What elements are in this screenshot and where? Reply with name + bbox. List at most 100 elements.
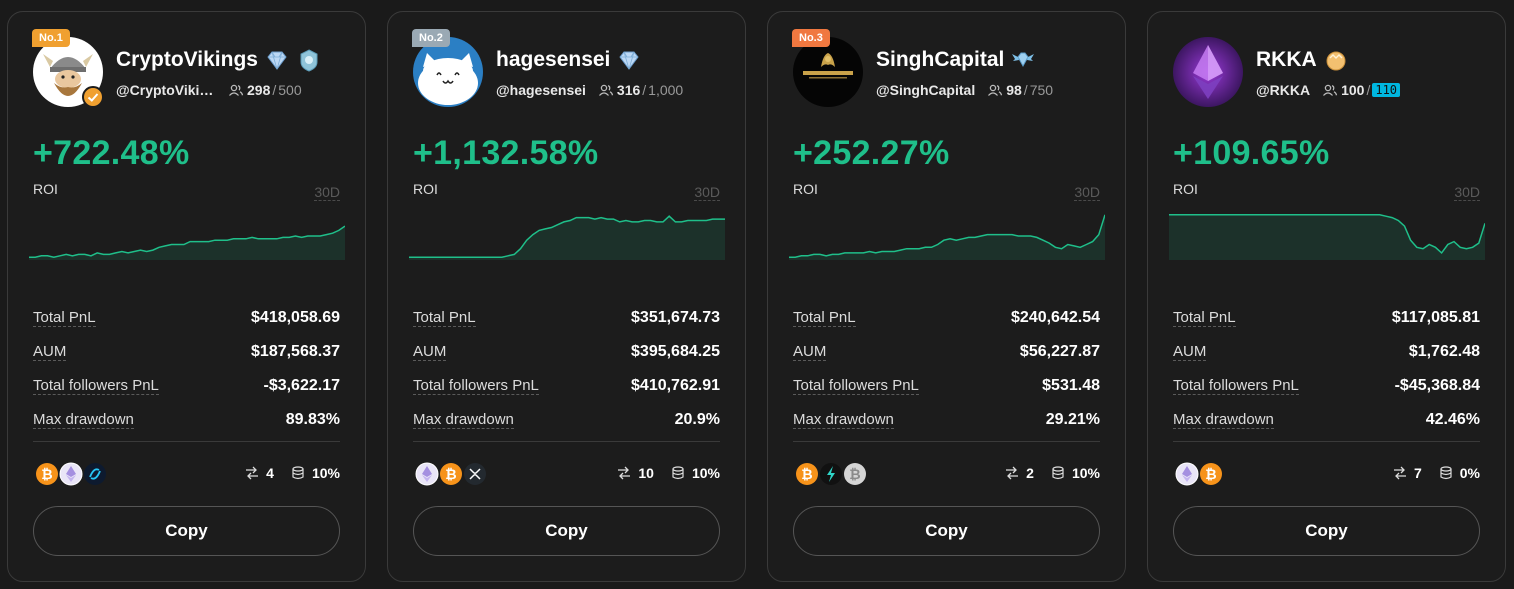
max-drawdown-value: 29.21% — [1045, 411, 1100, 428]
roi-label: ROI — [793, 181, 818, 197]
ethereum-icon — [1175, 462, 1199, 486]
verified-badge-icon — [82, 86, 104, 108]
avatar[interactable] — [413, 37, 483, 107]
bitcoin-icon: ₿ — [1199, 462, 1223, 486]
copy-trades-count: 7 — [1413, 465, 1422, 481]
svg-text:₿: ₿ — [1205, 467, 1216, 483]
diamond-tier-icon — [619, 51, 640, 70]
followers-pnl-value: -$3,622.17 — [263, 377, 340, 394]
copy-trades-count: 4 — [266, 465, 274, 481]
followers-icon — [229, 84, 244, 96]
lightning-token-icon — [819, 462, 843, 486]
trader-card[interactable]: No.2 hagesensei @hagesensei 316 / 1,000 … — [387, 11, 746, 582]
max-drawdown-value: 89.83% — [285, 411, 340, 428]
trader-name[interactable]: hagesensei — [496, 48, 611, 71]
copy-button[interactable]: Copy — [33, 506, 340, 556]
avatar[interactable] — [1173, 37, 1243, 107]
period-selector[interactable]: 30D — [1074, 184, 1100, 201]
max-drawdown-value: 20.9% — [674, 411, 720, 428]
roi-line — [1169, 214, 1485, 255]
aum-label: AUM — [1173, 343, 1207, 361]
max-drawdown-label: Max drawdown — [413, 411, 514, 429]
rank-badge: No.3 — [792, 29, 830, 47]
winged-diamond-tier-icon — [1012, 52, 1035, 68]
followers-pnl-value: $410,762.91 — [631, 377, 720, 394]
follower-count: 316 — [616, 82, 641, 98]
coin-list: ₿ ₿ — [795, 462, 867, 486]
roi-line — [789, 214, 1105, 258]
max-drawdown-label: Max drawdown — [1173, 411, 1274, 429]
profit-share: 10% — [691, 465, 720, 481]
bitcoin-icon: ₿ — [439, 462, 463, 486]
gold-tier-icon — [1326, 51, 1346, 71]
max-drawdown-label: Max drawdown — [33, 411, 134, 429]
divider — [33, 441, 340, 442]
svg-text:₿: ₿ — [445, 467, 456, 483]
card-meta: 10 10% — [616, 465, 720, 481]
trader-name[interactable]: CryptoVikings — [116, 48, 258, 71]
card-meta: 7 0% — [1392, 465, 1480, 481]
trader-handle: @SinghCapital — [876, 82, 976, 98]
profit-share: 10% — [311, 465, 340, 481]
aum-value: $187,568.37 — [251, 343, 340, 360]
trader-card[interactable]: No.3 SinghCapital @SinghCapital 98 / 750… — [767, 11, 1126, 582]
stats-list: Total PnL $418,058.69 AUM $187,568.37 Tota… — [33, 301, 340, 437]
period-selector[interactable]: 30D — [694, 184, 720, 201]
avatar[interactable] — [793, 37, 863, 107]
roi-sparkline — [409, 215, 725, 260]
copy-button[interactable]: Copy — [413, 506, 720, 556]
aum-value: $1,762.48 — [1408, 343, 1480, 360]
stats-list: Total PnL $351,674.73 AUM $395,684.25 Tota… — [413, 301, 720, 437]
roi-value: +252.27% — [793, 134, 950, 172]
roi-sparkline — [789, 214, 1105, 260]
roi-area — [409, 216, 725, 260]
stats-list: Total PnL $240,642.54 AUM $56,227.87 Total… — [793, 301, 1100, 437]
svg-text:₿: ₿ — [801, 467, 812, 483]
avatar[interactable] — [33, 37, 103, 107]
bitcoin-icon: ₿ — [795, 462, 819, 486]
database-icon — [672, 466, 684, 480]
copy-button[interactable]: Copy — [793, 506, 1100, 556]
bitcoin-cash-icon: ₿ — [843, 462, 867, 486]
database-icon — [1052, 466, 1064, 480]
coin-list: ₿ — [35, 462, 107, 486]
aum-label: AUM — [413, 343, 447, 361]
follower-count: 98 — [1006, 82, 1022, 98]
period-selector[interactable]: 30D — [314, 184, 340, 201]
followers-pnl-label: Total followers PnL — [33, 377, 159, 395]
trader-name[interactable]: RKKA — [1256, 48, 1317, 71]
roi-label: ROI — [413, 181, 438, 197]
total-pnl-label: Total PnL — [33, 309, 96, 327]
followers-pnl-value: $531.48 — [1042, 377, 1100, 394]
copy-trades-count: 2 — [1026, 465, 1034, 481]
coin-list: ₿ — [1175, 462, 1223, 486]
trader-name[interactable]: SinghCapital — [876, 48, 1005, 71]
copy-button[interactable]: Copy — [1173, 506, 1480, 556]
card-meta: 4 10% — [244, 465, 340, 481]
ethereum-icon — [415, 462, 439, 486]
bitcoin-icon: ₿ — [35, 462, 59, 486]
profit-share: 10% — [1071, 465, 1100, 481]
roi-sparkline — [1169, 214, 1485, 260]
follower-capacity: 500 — [278, 82, 302, 98]
stats-list: Total PnL $117,085.81 AUM $1,762.48 Total … — [1173, 301, 1480, 437]
roi-line — [409, 215, 725, 258]
roi-area — [789, 214, 1105, 260]
profit-share: 0% — [1459, 465, 1480, 481]
database-icon — [292, 466, 304, 480]
cat-avatar-icon — [413, 37, 483, 107]
total-pnl-label: Total PnL — [413, 309, 476, 327]
svg-text:₿: ₿ — [849, 467, 860, 483]
rank-badge: No.2 — [412, 29, 450, 47]
trader-handle: @RKKA — [1256, 82, 1311, 98]
trader-card[interactable]: RKKA @RKKA 100 / 110 +109.65% ROI 30D To… — [1147, 11, 1506, 582]
ethereum-art-avatar-icon — [1173, 37, 1243, 107]
period-selector[interactable]: 30D — [1454, 184, 1480, 201]
injective-icon — [83, 462, 107, 486]
total-pnl-label: Total PnL — [1173, 309, 1236, 327]
aum-value: $56,227.87 — [1019, 343, 1100, 360]
trader-card[interactable]: No.1 CryptoVikings @CryptoVikings 298 / … — [7, 11, 366, 582]
copy-trades-icon — [618, 466, 631, 480]
divider — [413, 441, 720, 442]
